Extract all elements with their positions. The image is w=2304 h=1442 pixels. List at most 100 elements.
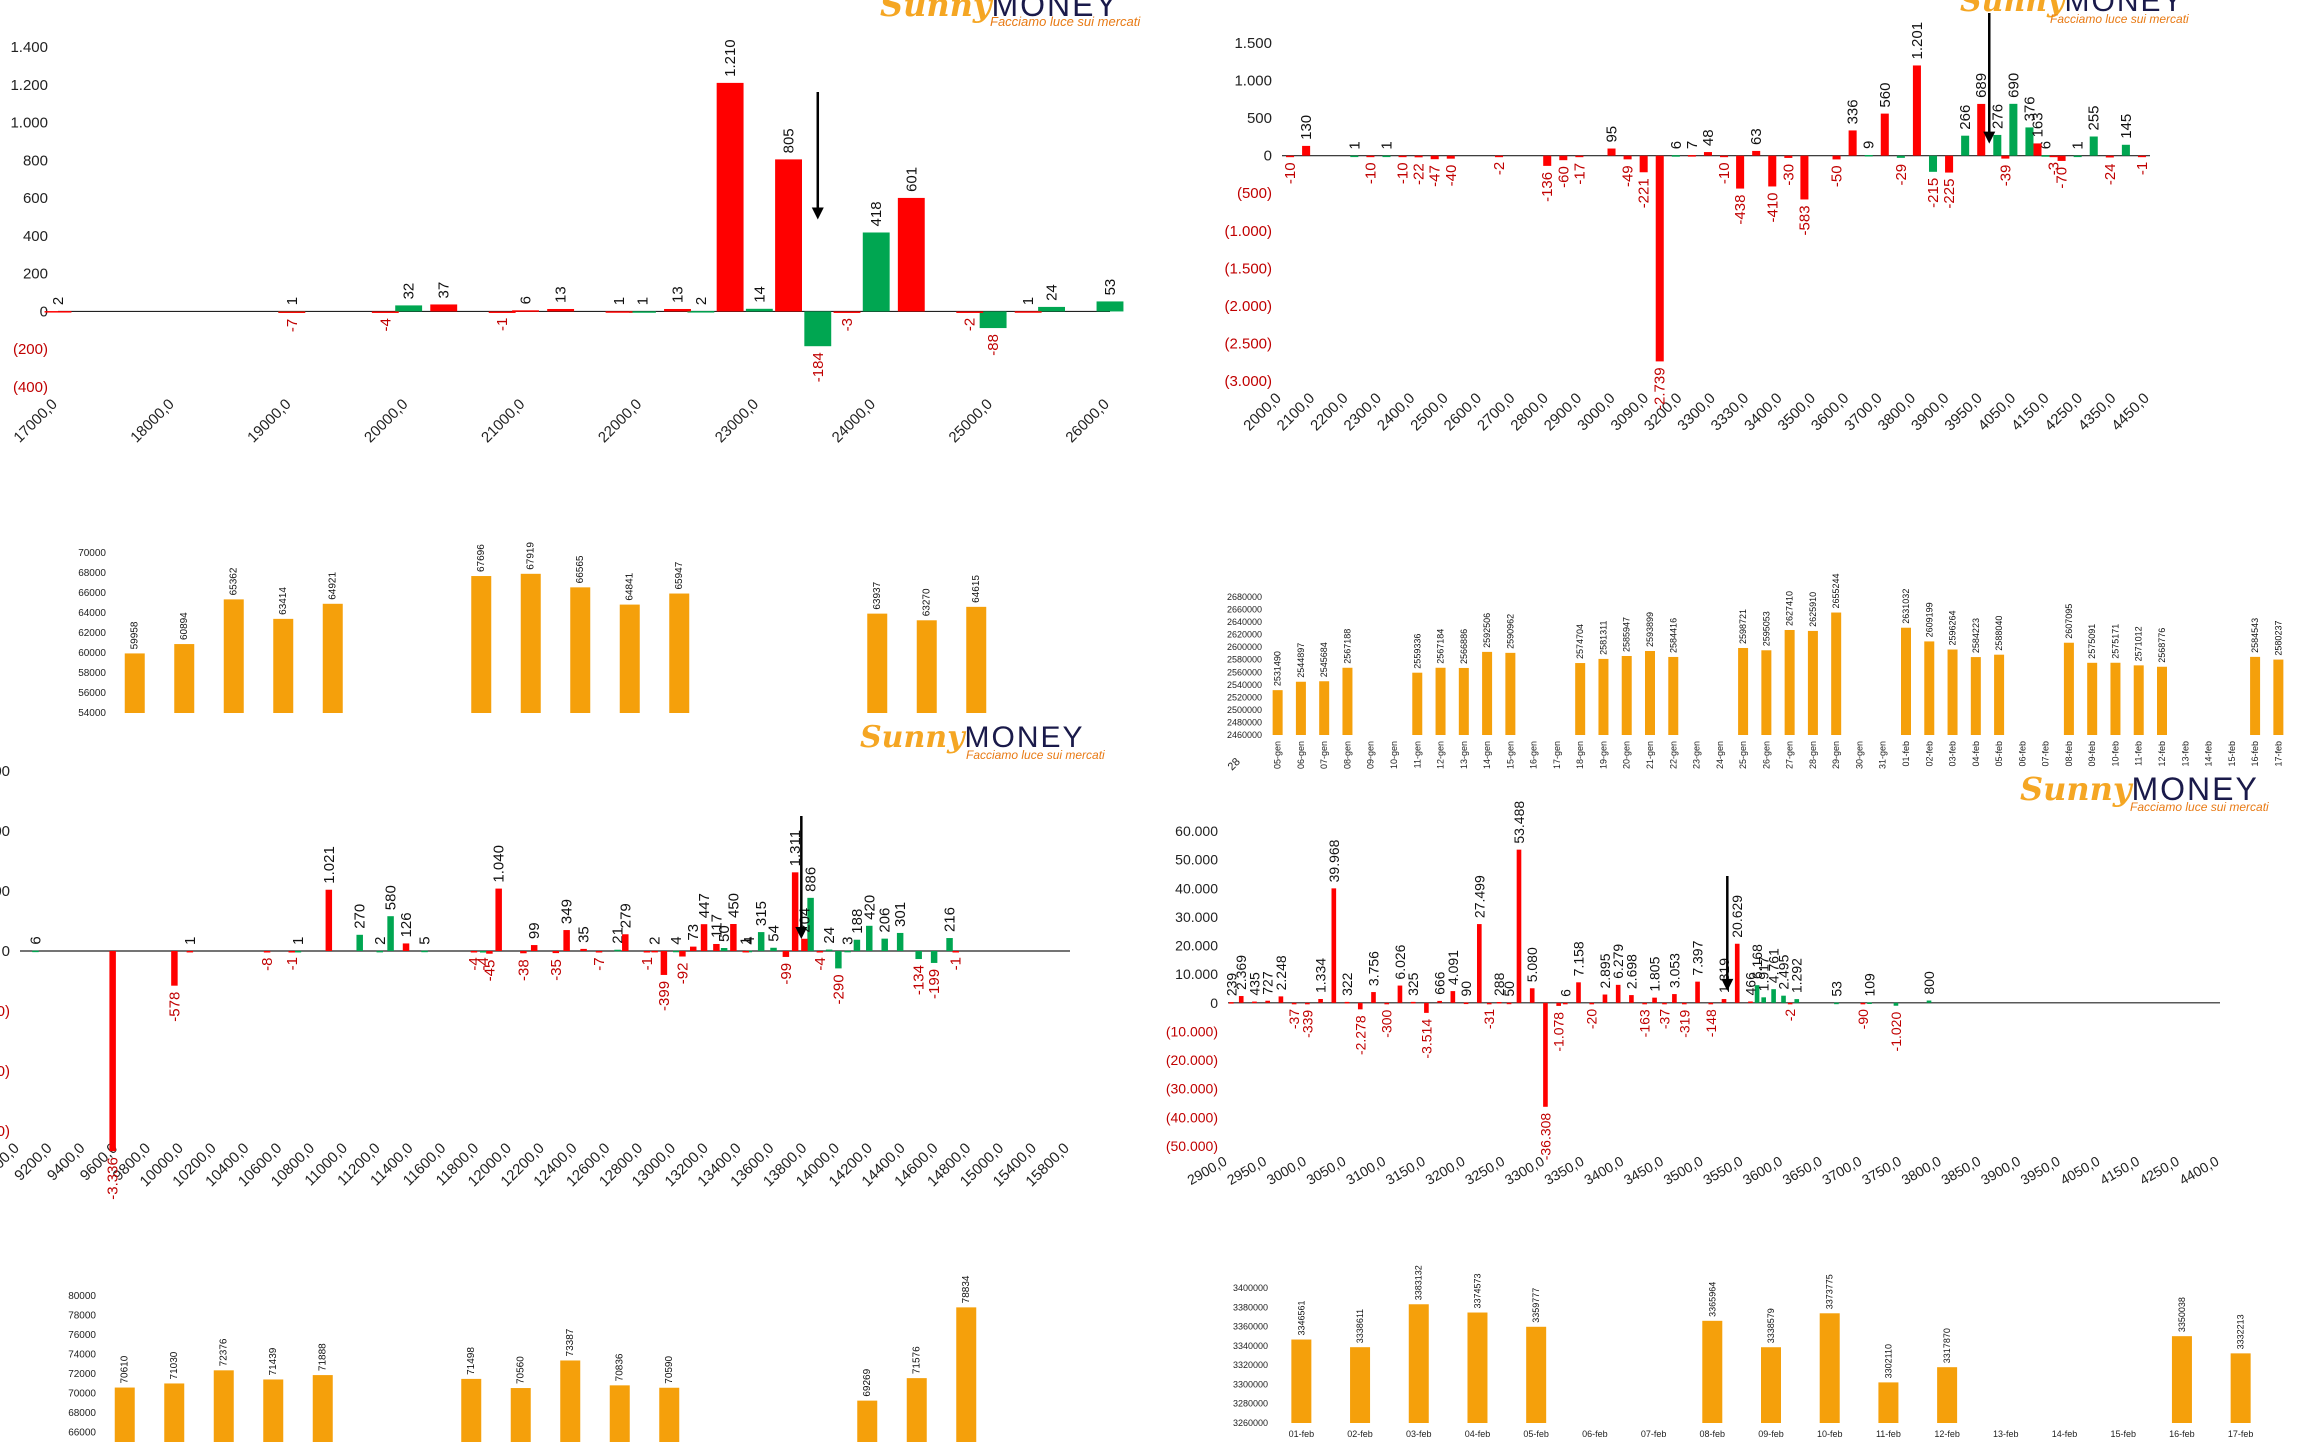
future-bar [1598,658,1609,735]
y-tick-label: 66000 [78,588,106,599]
future-bar [1702,1320,1723,1423]
future-bar [2230,1353,2251,1423]
future-bar-label: 3346561 [1296,1300,1306,1335]
dax-future-panel: 80000 78000 76000 74000 72000 70000 68000 66000… [50,1225,1120,1442]
data-label: -225 [1941,179,1958,209]
x-tick-label: 4400,0 [2176,1153,2221,1188]
x-tick-label: 03-feb [1948,741,1958,767]
future-bar-label: 3373775 [1825,1274,1835,1309]
data-label: 163 [2029,112,2046,137]
bar [1652,997,1657,1003]
x-tick-label: 3700,0 [1819,1153,1864,1188]
future-bar-label: 2584223 [1971,618,1981,653]
data-label: 6 [1557,989,1573,997]
x-tick-label: 27-gen [1785,741,1795,769]
y-tick-label: 3360000 [1233,1322,1268,1332]
data-label: 1 [611,297,628,305]
bar [288,951,296,953]
data-label: -2.278 [1352,1015,1368,1055]
bar [495,888,502,951]
bar [2137,155,2146,158]
bar [1639,155,1648,173]
x-tick-label: 23000,0 [712,396,762,446]
x-tick-label: 16-gen [1529,741,1539,769]
data-label: 666 [1432,971,1448,995]
future-bar [263,1379,284,1442]
bar [530,945,538,951]
bar [1867,1002,1872,1005]
bar [1371,992,1376,1003]
data-label: -35 [548,959,565,981]
future-bar [213,1370,234,1442]
x-tick-label: 15-feb [2110,1429,2136,1439]
bar [782,951,790,957]
x-tick-label: 01-feb [1289,1429,1315,1439]
bar [956,311,984,313]
data-label: -20 [1584,1009,1600,1029]
bar [1781,995,1786,1003]
bar [1771,989,1776,1003]
bar [580,948,587,951]
x-tick-label: 11-gen [1412,741,1422,768]
data-label: 50 [716,925,733,942]
future-bar [2273,659,2284,735]
bar [1446,155,1455,159]
future-bar-label: 71498 [466,1347,477,1375]
x-tick-label: 03-feb [1406,1429,1432,1439]
future-bar [1970,657,1981,735]
future-bar [1784,629,1795,735]
x-tick-label: 24-gen [1715,741,1725,769]
bar [952,951,959,953]
data-label: -583 [1796,205,1813,235]
y-tick-label: 54000 [78,708,106,719]
future-bar [1482,651,1493,735]
dax-chart: 000000000)00)00)9000,09200,09400,09600,0… [0,763,1073,1200]
bar [1864,154,1873,157]
future-bar [2157,666,2167,735]
data-label: -45 [481,960,498,982]
data-label: 37 [436,282,453,299]
bar [430,304,458,312]
data-label: -339 [1299,1010,1315,1038]
data-label: -2.739 [1652,367,1669,410]
data-label: 418 [868,201,885,226]
data-label: -1 [948,957,965,970]
bar [2033,143,2042,156]
bar [1430,155,1439,160]
bar [1562,1002,1568,1005]
y-tick-label: 3300000 [1233,1379,1268,1389]
bar [387,916,394,951]
data-label: 6 [518,296,535,304]
bar [1642,1002,1647,1005]
bar [804,311,832,347]
data-label: 130 [1298,115,1315,140]
sunny-money-logo: SunnyMONEY Facciamo luce sui mercati [880,0,1150,29]
future-bar [916,620,937,713]
x-tick-label: 3500,0 [1661,1153,1706,1188]
y-tick-label: 600 [23,190,48,207]
data-label: 1 [290,937,307,945]
data-label: -3.514 [1418,1019,1434,1059]
bar [1695,981,1700,1003]
logo-tagline: Facciamo luce sui mercati [990,14,1141,29]
x-tick-label: 08-feb [1700,1429,1726,1439]
future-bar-label: 66565 [575,555,586,583]
y-tick-label: 2600000 [1227,642,1262,652]
data-label: 1.917 [1756,956,1772,991]
bar [1382,155,1391,158]
bar [1720,155,1729,158]
data-label: 800 [1921,971,1937,995]
bar [2001,155,2010,159]
x-tick-label: 22000,0 [595,396,645,446]
data-label: -30 [1780,164,1797,186]
data-label: -410 [1764,192,1781,222]
data-label: -136 [1539,172,1556,202]
bar [1496,1001,1502,1004]
bar [1754,985,1760,1003]
future-bar [520,573,541,713]
x-tick-label: 3100,0 [1343,1153,1388,1188]
bar [1556,1002,1561,1006]
bar [1506,1002,1512,1005]
data-label: 1 [1378,141,1395,149]
